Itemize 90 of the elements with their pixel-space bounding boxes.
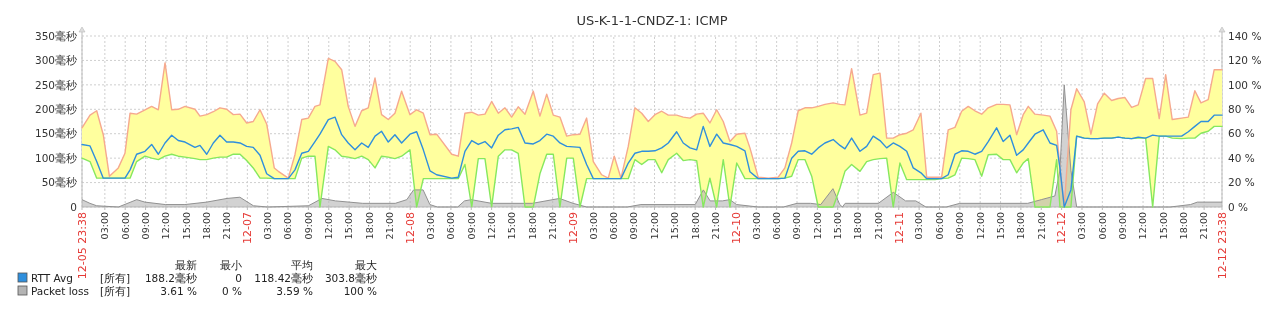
x-tick-label: 15:00 [669, 212, 681, 240]
x-tick-label: 15:00 [832, 212, 844, 240]
text: 0 % [222, 285, 243, 297]
x-tick-label: 18:00 [1015, 212, 1027, 240]
x-tick-label: 03:00 [587, 212, 599, 240]
x-tick-label: 18:00 [689, 212, 701, 240]
x-tick-label: 15:00 [343, 212, 355, 240]
x-tick-label: 12:00 [1137, 212, 1149, 240]
y-tick-label: 350毫秒 [34, 29, 77, 42]
text: 最新 [175, 259, 197, 271]
x-tick-label: 21:00 [709, 212, 721, 240]
text: 最大 [355, 259, 377, 271]
text: 100 % [343, 285, 378, 297]
chart-title: US-K-1-1-CNDZ-1: ICMP [576, 13, 728, 28]
x-tick-label: 12-09 [566, 212, 580, 244]
x-tick-label: 18:00 [200, 212, 212, 240]
x-tick-label: 21:00 [1035, 212, 1047, 240]
x-tick-label: 12:00 [160, 212, 172, 240]
text: 平均 [291, 259, 313, 271]
x-tick-label: 15:00 [180, 212, 192, 240]
y2-tick-label: 80 % [1228, 102, 1255, 115]
text: 3.61 % [160, 285, 198, 297]
x-tick-label: 06:00 [1096, 212, 1108, 240]
x-tick-label: 15:00 [1157, 212, 1169, 240]
x-tick-label: 09:00 [628, 212, 640, 240]
x-tick-label: 09:00 [302, 212, 314, 240]
x-tick-label: 06:00 [933, 212, 945, 240]
x-tick-label: 09:00 [139, 212, 151, 240]
x-tick-label: 09:00 [791, 212, 803, 240]
x-tick-label: 12:00 [485, 212, 497, 240]
x-tick-label: 12:00 [648, 212, 660, 240]
x-tick-label: 21:00 [1198, 212, 1210, 240]
x-tick-label: 12-05 23:38 [75, 212, 89, 280]
x-tick-label: 12-07 [241, 212, 255, 244]
x-tick-label: 03:00 [424, 212, 436, 240]
x-tick-label: 06:00 [608, 212, 620, 240]
y2-tick-label: 140 % [1228, 29, 1262, 42]
text: 118.42毫秒 [254, 272, 313, 284]
x-tick-label: 06:00 [119, 212, 131, 240]
x-tick-label: 09:00 [954, 212, 966, 240]
x-tick-label: 18:00 [1178, 212, 1190, 240]
x-tick-label: 18:00 [852, 212, 864, 240]
x-tick-label: 21:00 [221, 212, 233, 240]
text: [所有] [100, 272, 131, 284]
y2-tick-label: 100 % [1228, 78, 1262, 91]
x-tick-label: 21:00 [872, 212, 884, 240]
x-tick-label: 03:00 [750, 212, 762, 240]
x-tick-label: 03:00 [913, 212, 925, 240]
x-tick-label: 12-12 23:38 [1215, 212, 1229, 280]
x-tick-label: 12:00 [323, 212, 335, 240]
y-tick-label: 100毫秒 [34, 151, 77, 164]
x-tick-label: 09:00 [1117, 212, 1129, 240]
legend-label: RTT Avg [31, 272, 73, 284]
x-tick-label: 21:00 [384, 212, 396, 240]
text: [所有] [100, 285, 131, 297]
x-tick-label: 09:00 [465, 212, 477, 240]
x-tick-label: 21:00 [547, 212, 559, 240]
x-tick-label: 18:00 [526, 212, 538, 240]
x-tick-label: 12-12 [1055, 212, 1069, 244]
x-tick-label: 15:00 [994, 212, 1006, 240]
y2-tick-label: 20 % [1228, 176, 1255, 189]
x-tick-label: 03:00 [262, 212, 274, 240]
x-tick-label: 12:00 [811, 212, 823, 240]
y2-tick-label: 0 % [1228, 200, 1249, 213]
x-tick-label: 12-11 [892, 212, 906, 244]
x-tick-label: 12-10 [729, 212, 743, 244]
y-tick-label: 250毫秒 [34, 78, 77, 91]
x-tick-label: 06:00 [282, 212, 294, 240]
y-tick-label: 50毫秒 [41, 176, 77, 189]
x-tick-label: 18:00 [363, 212, 375, 240]
text: 303.8毫秒 [324, 272, 377, 284]
x-tick-label: 15:00 [506, 212, 518, 240]
x-tick-label: 06:00 [445, 212, 457, 240]
x-tick-label: 03:00 [1076, 212, 1088, 240]
y-tick-label: 0 [70, 200, 77, 213]
y-tick-label: 150毫秒 [34, 127, 77, 140]
x-tick-label: 12-08 [404, 212, 418, 244]
y2-tick-label: 40 % [1228, 151, 1255, 164]
text: 0 [235, 272, 242, 284]
x-tick-label: 12:00 [974, 212, 986, 240]
y2-tick-label: 60 % [1228, 127, 1255, 140]
x-tick-label: 03:00 [99, 212, 111, 240]
x-tick-label: 06:00 [770, 212, 782, 240]
legend-label: Packet loss [31, 285, 89, 297]
text: 3.59 % [276, 285, 314, 297]
text: 最小 [220, 259, 242, 271]
text: 188.2毫秒 [144, 272, 197, 284]
y2-tick-label: 120 % [1228, 54, 1262, 67]
y-tick-label: 300毫秒 [34, 54, 77, 67]
y-tick-label: 200毫秒 [34, 102, 77, 115]
